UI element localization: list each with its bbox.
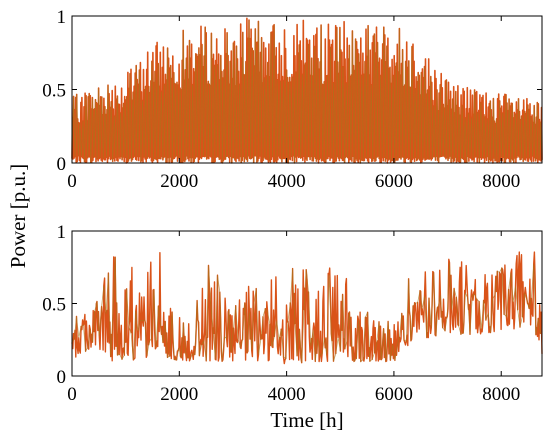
- bottom-x-tick-label: 8000: [482, 384, 520, 405]
- bottom-x-tick-label: 4000: [268, 384, 306, 405]
- bottom-x-tick-label: 0: [67, 384, 77, 405]
- top-series-outline: [71, 20, 543, 164]
- top-y-tick-label: 0.5: [42, 81, 66, 102]
- top-y-tick-label: 1: [57, 7, 67, 28]
- top-x-tick-label: 0: [67, 171, 77, 192]
- bottom-y-tick-label: 0.5: [42, 295, 66, 316]
- top-x-tick-label: 8000: [482, 171, 520, 192]
- bottom-series-outline: [71, 257, 541, 363]
- top-x-tick-label: 6000: [375, 171, 413, 192]
- bottom-y-tick-label: 0: [57, 367, 67, 388]
- top-x-tick-label: 2000: [160, 171, 198, 192]
- bottom-x-tick-label: 2000: [160, 384, 198, 405]
- y-axis-label: Power [p.u.]: [6, 164, 30, 268]
- bottom-subplot: 0 2000 4000 6000 8000 0 0.5 1: [42, 222, 543, 405]
- x-axis-label: Time [h]: [270, 408, 343, 432]
- top-y-tick-label: 0: [57, 154, 67, 175]
- bottom-x-tick-label: 6000: [375, 384, 413, 405]
- top-subplot: 0 2000 4000 6000 8000 0 0.5 1: [42, 7, 543, 192]
- bottom-y-tick-label: 1: [57, 222, 67, 243]
- top-x-tick-label: 4000: [268, 171, 306, 192]
